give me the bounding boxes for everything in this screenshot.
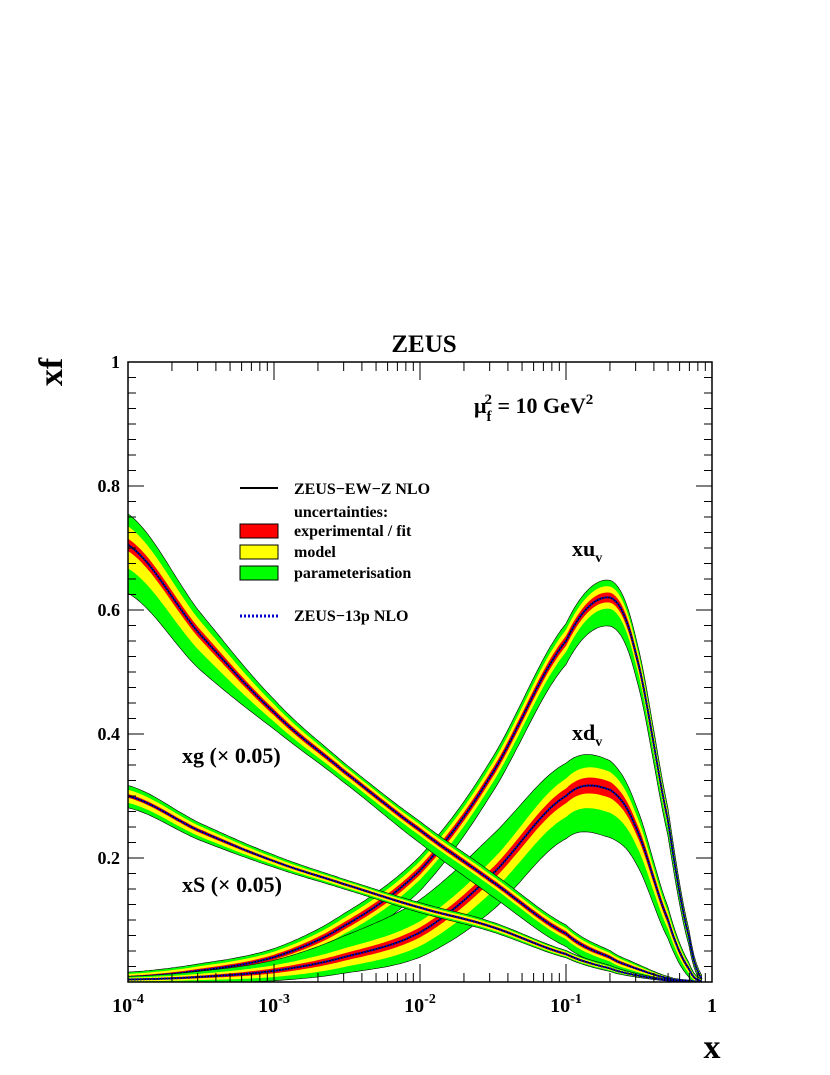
band-param-2 — [128, 513, 702, 982]
x-tick-base: 10 — [112, 995, 132, 1017]
scale-label-sup2: 2 — [586, 392, 594, 408]
x-tick-label: 1 — [707, 995, 717, 1017]
x-tick-label: 10-2 — [404, 992, 436, 1017]
legend-label-exp: experimental / fit — [294, 523, 412, 540]
legend-swatch-exp — [239, 523, 279, 539]
annotation-xuv-text: xu — [572, 536, 595, 561]
y-tick-label: 0.4 — [98, 724, 121, 744]
x-axis-label: x — [704, 1029, 721, 1066]
legend-label-uncertainties: uncertainties: — [294, 504, 388, 521]
annotation-xdv: xdv — [572, 720, 602, 750]
x-tick-base: 10 — [258, 995, 278, 1017]
scale-label-prefix: μ — [474, 393, 487, 418]
annotation-xs: xS (× 0.05) — [182, 872, 282, 897]
legend-swatch-param — [239, 565, 279, 581]
x-tick-label: 10-4 — [112, 992, 144, 1017]
legend-label-param: parameterisation — [294, 565, 411, 582]
x-tick-exp: -4 — [132, 992, 144, 1007]
annotation-xg: xg (× 0.05) — [182, 743, 281, 768]
legend-label-model: model — [294, 544, 336, 561]
y-tick-label: 0.6 — [98, 600, 121, 620]
x-tick-base: 10 — [550, 995, 570, 1017]
annotation-xuv: xuv — [572, 536, 602, 566]
alt-line-0 — [128, 596, 703, 980]
annotation-xuv-sub: v — [595, 551, 602, 566]
chart-title: ZEUS — [391, 331, 456, 358]
series-2 — [128, 513, 702, 982]
scale-label-rest: = 10 GeV — [492, 393, 586, 418]
annotation-xdv-sub: v — [595, 735, 602, 750]
y-axis-label: xf — [33, 357, 70, 386]
band-model-1 — [128, 767, 702, 982]
band-param-3 — [128, 785, 702, 982]
series-3 — [128, 785, 702, 982]
y-tick-label: 0.8 — [98, 476, 121, 496]
legend-label-central: ZEUS−EW−Z NLO — [294, 481, 430, 498]
scale-label-sup: 2 — [484, 392, 492, 408]
alt-line-3 — [128, 794, 702, 982]
scale-label-sub: f — [486, 409, 492, 425]
x-tick-base: 1 — [707, 995, 717, 1017]
x-tick-exp: -3 — [278, 992, 290, 1007]
alt-line-1 — [128, 784, 703, 982]
x-tick-exp: -1 — [570, 992, 582, 1007]
legend-label-alt: ZEUS−13p NLO — [294, 608, 408, 625]
alt-line-2 — [128, 543, 702, 982]
legend: ZEUS−EW−Z NLO uncertainties: experimenta… — [239, 481, 430, 625]
x-tick-label: 10-3 — [258, 992, 290, 1017]
y-tick-label: 0.2 — [98, 848, 121, 868]
x-tick-label: 10-1 — [550, 992, 582, 1017]
legend-swatch-model — [239, 544, 279, 560]
scale-label: μf2 = 10 GeV2 — [474, 392, 593, 425]
bands-group — [128, 513, 703, 982]
x-tick-exp: -2 — [424, 992, 436, 1007]
x-tick-base: 10 — [404, 995, 424, 1017]
annotation-xdv-text: xd — [572, 720, 595, 745]
y-tick-label: 1 — [111, 352, 120, 372]
